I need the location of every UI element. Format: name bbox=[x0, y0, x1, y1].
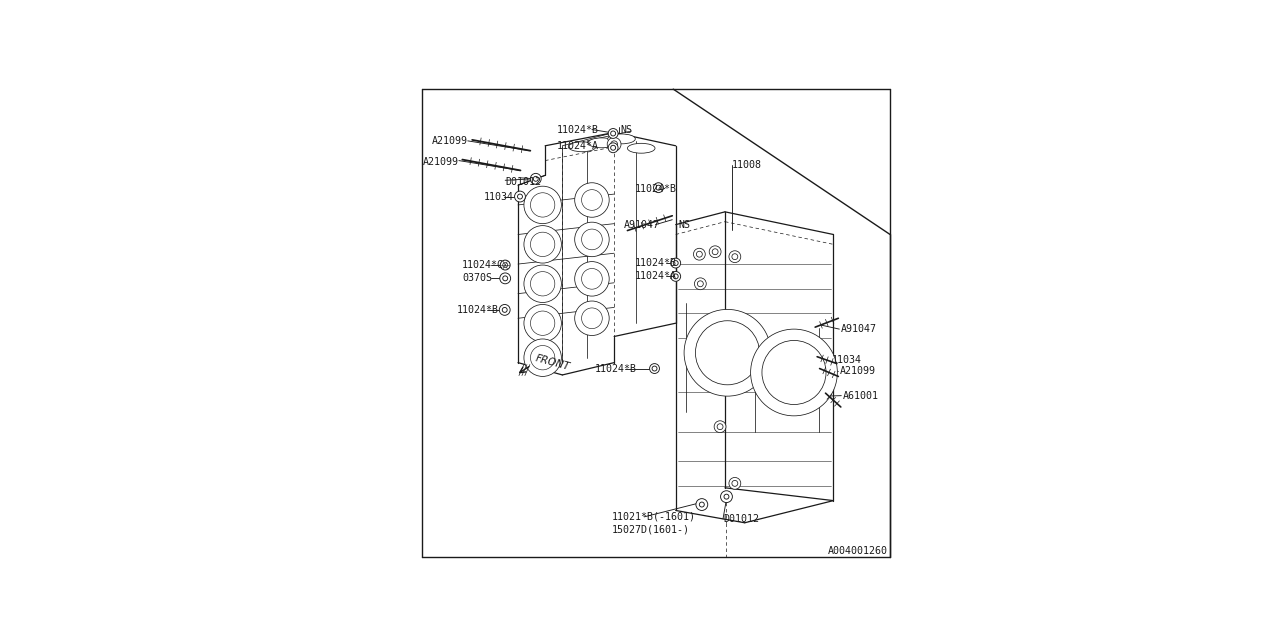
Text: 11021*B(-1601): 11021*B(-1601) bbox=[612, 512, 695, 522]
Text: D01012: D01012 bbox=[506, 177, 541, 187]
Text: 11024*A: 11024*A bbox=[557, 141, 599, 151]
Text: 11024*B: 11024*B bbox=[457, 305, 499, 315]
Text: A21099: A21099 bbox=[422, 157, 460, 166]
Text: A21099: A21099 bbox=[840, 367, 876, 376]
Circle shape bbox=[611, 141, 617, 148]
Circle shape bbox=[524, 186, 562, 223]
Circle shape bbox=[694, 248, 705, 260]
Text: FRONT: FRONT bbox=[534, 353, 571, 372]
Circle shape bbox=[502, 307, 507, 312]
Circle shape bbox=[517, 194, 522, 199]
Text: 11034: 11034 bbox=[484, 191, 513, 202]
Circle shape bbox=[714, 420, 726, 433]
Circle shape bbox=[530, 193, 554, 217]
Circle shape bbox=[499, 305, 511, 316]
Circle shape bbox=[581, 269, 603, 289]
Ellipse shape bbox=[627, 143, 655, 153]
Circle shape bbox=[696, 499, 708, 511]
Text: 11034: 11034 bbox=[832, 355, 861, 365]
Circle shape bbox=[575, 222, 609, 257]
Circle shape bbox=[673, 274, 678, 279]
Circle shape bbox=[673, 260, 678, 266]
Circle shape bbox=[611, 131, 616, 136]
Circle shape bbox=[671, 271, 681, 282]
Circle shape bbox=[524, 226, 562, 263]
Text: 11024*B: 11024*B bbox=[635, 184, 676, 194]
Circle shape bbox=[732, 253, 737, 260]
Text: NS: NS bbox=[678, 220, 690, 230]
Text: D01012: D01012 bbox=[723, 514, 759, 524]
Text: 11024*B: 11024*B bbox=[595, 364, 637, 374]
Ellipse shape bbox=[608, 134, 635, 144]
Circle shape bbox=[515, 191, 525, 202]
Circle shape bbox=[575, 262, 609, 296]
Circle shape bbox=[728, 251, 741, 262]
Text: A004001260: A004001260 bbox=[828, 546, 887, 556]
Text: A21099: A21099 bbox=[431, 136, 467, 146]
Circle shape bbox=[530, 173, 541, 184]
Circle shape bbox=[524, 265, 562, 303]
Circle shape bbox=[652, 366, 657, 371]
Circle shape bbox=[695, 278, 707, 290]
Circle shape bbox=[671, 258, 681, 268]
Circle shape bbox=[524, 339, 562, 376]
Circle shape bbox=[762, 340, 826, 404]
Text: 0370S: 0370S bbox=[462, 273, 493, 284]
Ellipse shape bbox=[588, 138, 616, 148]
Ellipse shape bbox=[568, 142, 596, 152]
Circle shape bbox=[530, 346, 554, 370]
Circle shape bbox=[721, 491, 732, 502]
Circle shape bbox=[500, 260, 511, 270]
Circle shape bbox=[750, 329, 837, 416]
Circle shape bbox=[530, 311, 554, 335]
Circle shape bbox=[524, 305, 562, 342]
Circle shape bbox=[607, 138, 621, 151]
Circle shape bbox=[575, 183, 609, 217]
Circle shape bbox=[581, 189, 603, 211]
Circle shape bbox=[717, 424, 723, 429]
Circle shape bbox=[695, 321, 759, 385]
Circle shape bbox=[530, 271, 554, 296]
Circle shape bbox=[699, 502, 704, 507]
Circle shape bbox=[530, 232, 554, 257]
Circle shape bbox=[712, 249, 718, 255]
Circle shape bbox=[499, 273, 511, 284]
Circle shape bbox=[728, 477, 741, 489]
Text: A91047: A91047 bbox=[623, 220, 659, 230]
Circle shape bbox=[503, 262, 508, 268]
Circle shape bbox=[649, 364, 659, 374]
Circle shape bbox=[581, 308, 603, 328]
Text: A91047: A91047 bbox=[841, 324, 877, 334]
Text: 11008: 11008 bbox=[731, 160, 762, 170]
Text: 11024*C: 11024*C bbox=[461, 260, 503, 270]
Circle shape bbox=[608, 129, 618, 138]
Text: A61001: A61001 bbox=[842, 390, 879, 401]
Text: 15027D(1601-): 15027D(1601-) bbox=[612, 524, 690, 534]
Circle shape bbox=[696, 252, 703, 257]
Circle shape bbox=[732, 481, 737, 486]
Circle shape bbox=[709, 246, 721, 258]
Text: 11024*B: 11024*B bbox=[557, 125, 599, 134]
Circle shape bbox=[611, 145, 616, 150]
Circle shape bbox=[581, 229, 603, 250]
Circle shape bbox=[503, 276, 508, 281]
Text: 11024*B: 11024*B bbox=[635, 258, 677, 268]
Circle shape bbox=[657, 185, 660, 190]
Circle shape bbox=[608, 143, 618, 153]
Circle shape bbox=[724, 494, 728, 499]
Circle shape bbox=[534, 177, 538, 181]
Circle shape bbox=[654, 183, 663, 193]
Circle shape bbox=[698, 281, 703, 287]
Text: 11024*A: 11024*A bbox=[635, 271, 677, 282]
Circle shape bbox=[575, 301, 609, 335]
Text: NS: NS bbox=[620, 125, 632, 134]
Circle shape bbox=[684, 309, 771, 396]
